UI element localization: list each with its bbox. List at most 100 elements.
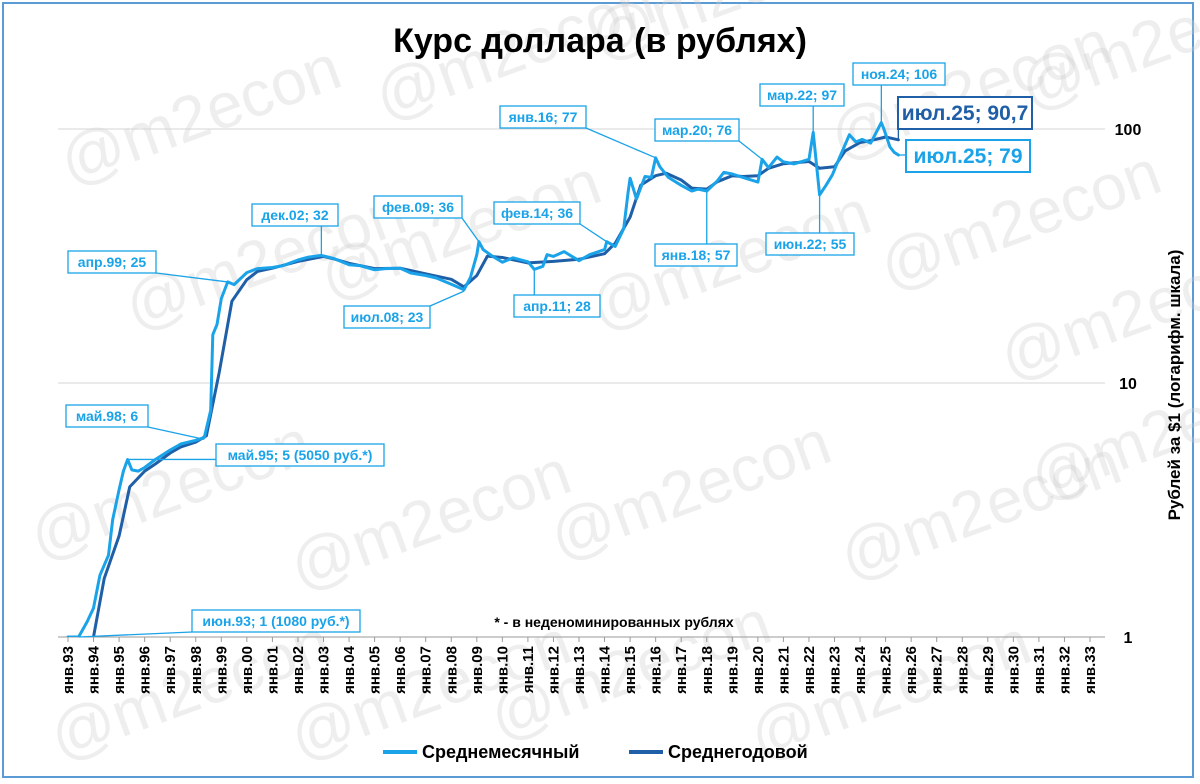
annotation-box	[67, 250, 157, 274]
x-tick-label: янв.29	[980, 646, 997, 694]
x-tick-label: янв.15	[622, 646, 639, 694]
annotation-label: дек.02; 32	[261, 207, 328, 223]
annotation-callout: май.98; 6	[65, 404, 205, 440]
watermark-text: @m2econ	[1010, 0, 1200, 123]
annotation-callout: май.95; 5 (5050 руб.*)	[127, 443, 385, 467]
x-tick-label: янв.16	[648, 646, 665, 694]
x-tick-label: янв.18	[699, 646, 716, 694]
annotation-label: июл.25; 90,7	[902, 102, 1029, 125]
x-tick-label: янв.17	[673, 646, 690, 694]
x-tick-label: янв.33	[1082, 646, 1099, 694]
y-axis-label: Рублей за $1 (логарифм. шкала)	[1165, 250, 1184, 521]
x-tick-label: янв.03	[316, 646, 333, 694]
x-tick-label: янв.07	[418, 646, 435, 694]
annotation-callout: апр.11; 28	[513, 269, 601, 318]
watermark-text: @m2econ	[540, 405, 840, 573]
watermark-text: @m2econ	[50, 30, 350, 198]
annotation-leader	[155, 272, 228, 283]
chart-title: Курс доллара (в рублях)	[393, 22, 807, 60]
x-tick-label: янв.22	[801, 646, 818, 694]
annotation-box	[215, 443, 385, 467]
annotation-label: янв.18; 57	[662, 247, 731, 263]
x-tick-label: янв.98	[188, 646, 205, 694]
x-tick-label: янв.05	[367, 646, 384, 694]
x-tick-label: янв.99	[213, 646, 230, 694]
annotation-callout: мар.20; 76	[654, 118, 763, 160]
annotation-callout: фев.09; 36	[373, 195, 480, 243]
annotation-label: мар.20; 76	[662, 122, 732, 138]
annotation-leader	[78, 631, 193, 638]
annotation-label: фев.14; 36	[501, 205, 573, 221]
annotation-leader	[579, 223, 608, 243]
annotation-box	[905, 139, 1031, 173]
annotation-callout: ноя.24; 106	[852, 62, 946, 123]
annotation-callout: янв.18; 57	[654, 191, 738, 267]
x-tick-label: янв.13	[571, 646, 588, 694]
annotation-label: май.98; 6	[76, 408, 139, 424]
annotation-box	[191, 609, 361, 633]
annotation-label: май.95; 5 (5050 руб.*)	[228, 447, 373, 463]
x-tick-label: янв.09	[469, 646, 486, 694]
x-tick-label: янв.19	[724, 646, 741, 694]
annotation-callout: июн.93; 1 (1080 руб.*)	[78, 609, 361, 638]
annotation-box	[513, 294, 601, 318]
legend: Среднемесячный Среднегодовой	[383, 742, 808, 762]
footnote: * - в неденоминированных рублях	[494, 614, 734, 630]
x-tick-label: янв.01	[264, 646, 281, 694]
annotation-label: апр.99; 25	[78, 254, 147, 270]
annotation-callout: фев.14; 36	[493, 201, 608, 243]
annotation-leader	[738, 140, 763, 160]
annotation-callout: дек.02; 32	[251, 203, 339, 255]
annotation-leader	[429, 290, 465, 307]
x-tick-label: янв.08	[443, 646, 460, 694]
series-lines	[66, 121, 900, 637]
annotation-leader	[147, 426, 205, 440]
x-tick-label: янв.12	[545, 646, 562, 694]
legend-label-annual: Среднегодовой	[668, 742, 808, 762]
x-tick-label: янв.97	[162, 646, 179, 694]
x-tick-label: янв.10	[494, 646, 511, 694]
annotation-box	[654, 118, 740, 142]
x-tick-label: янв.11	[520, 646, 537, 693]
annotation-label: мар.22; 97	[767, 87, 837, 103]
annotation-box	[499, 105, 587, 129]
x-tick-label: янв.96	[137, 646, 154, 694]
annotation-box	[493, 201, 581, 225]
x-tick-label: янв.26	[903, 646, 920, 694]
annotation-label: июн.22; 55	[774, 236, 847, 252]
annotation-box	[897, 96, 1033, 130]
x-tick-label: янв.04	[341, 645, 358, 694]
annotation-box	[373, 195, 463, 219]
x-tick-label: янв.24	[852, 645, 869, 694]
y-tick-label: 100	[1115, 122, 1142, 139]
x-tick-label: янв.32	[1056, 646, 1073, 694]
x-tick-label: янв.27	[929, 646, 946, 694]
x-tick-label: янв.06	[392, 646, 409, 694]
annotation-leader	[585, 127, 656, 159]
y-tick-label: 1	[1124, 630, 1133, 647]
x-tick-label: янв.14	[597, 645, 614, 694]
x-tick-label: янв.02	[290, 646, 307, 694]
annotation-callout: июл.08; 23	[343, 290, 465, 329]
x-tick-label: янв.30	[1005, 646, 1022, 694]
y-tick-label: 10	[1119, 376, 1137, 393]
x-tick-label: янв.25	[878, 646, 895, 694]
annotation-label: ноя.24; 106	[861, 66, 938, 82]
annotation-callout: июл.25; 79	[898, 139, 1031, 173]
x-tick-label: янв.94	[86, 645, 103, 694]
annotation-callout: апр.99; 25	[67, 250, 228, 283]
annotation-box	[343, 305, 431, 329]
x-axis: янв.93 янв.94 янв.95 янв.96 янв.97 янв.98 янв.…	[60, 637, 1099, 694]
annotations: июн.93; 1 (1080 руб.*) май.95; 5 (5050 ру…	[65, 62, 1033, 638]
legend-label-monthly: Среднемесячный	[422, 742, 579, 762]
x-tick-label: янв.21	[775, 646, 792, 694]
annotation-label: янв.16; 77	[509, 109, 578, 125]
annotation-label: фев.09; 36	[382, 199, 454, 215]
x-tick-label: янв.93	[60, 646, 77, 694]
annotation-box	[251, 203, 339, 227]
annotation-box	[654, 243, 738, 267]
annotation-leader	[461, 217, 480, 243]
annotation-box	[765, 232, 855, 256]
